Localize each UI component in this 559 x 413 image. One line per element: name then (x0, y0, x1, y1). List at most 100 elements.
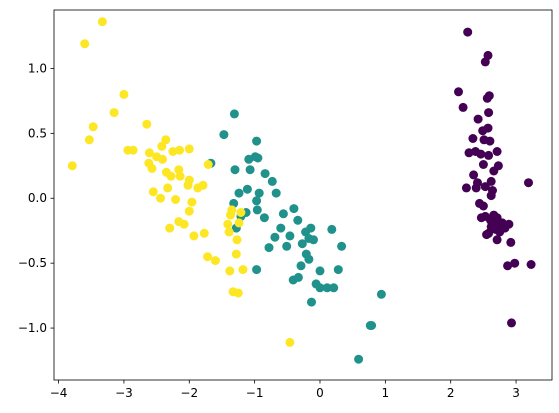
data-point (461, 183, 471, 193)
data-point (234, 218, 244, 228)
data-point (484, 150, 494, 160)
data-point (327, 224, 337, 234)
data-point (158, 154, 167, 164)
data-point (329, 283, 339, 293)
data-point (337, 241, 347, 251)
data-point (503, 261, 513, 271)
data-point (260, 169, 270, 179)
data-point (242, 184, 252, 194)
data-point (483, 123, 493, 133)
data-point (333, 265, 343, 275)
data-point (157, 141, 167, 151)
data-point (252, 205, 262, 215)
data-point (507, 318, 516, 328)
data-point (506, 237, 516, 247)
data-point (476, 149, 486, 159)
data-point (464, 148, 474, 158)
data-point (225, 266, 235, 276)
data-point (144, 148, 154, 158)
data-point (67, 161, 77, 171)
data-point (486, 191, 496, 201)
plot-background (54, 10, 552, 380)
data-point (171, 195, 181, 204)
data-point (226, 210, 235, 220)
x-tick-label: −3 (115, 386, 133, 400)
data-point (489, 166, 499, 176)
data-point (252, 265, 262, 275)
data-point (97, 17, 107, 27)
data-point (128, 145, 138, 155)
data-point (233, 288, 243, 298)
data-point (492, 235, 502, 245)
data-point (293, 215, 303, 225)
data-point (497, 222, 507, 232)
data-point (253, 153, 263, 163)
data-point (285, 337, 295, 347)
data-point (307, 297, 316, 307)
data-point (210, 256, 220, 266)
data-point (293, 272, 303, 282)
data-point (510, 258, 520, 268)
data-point (504, 219, 514, 229)
data-point (234, 188, 244, 198)
data-point (238, 265, 248, 275)
data-point (230, 165, 240, 175)
data-point (469, 170, 479, 180)
x-tick-label: 0 (316, 386, 324, 400)
data-point (203, 160, 213, 169)
y-tick-label: 0.0 (28, 191, 47, 205)
data-point (478, 201, 488, 211)
data-point (458, 102, 468, 112)
data-point (231, 249, 241, 259)
data-point (476, 213, 486, 223)
data-point (161, 135, 171, 145)
y-tick-label: −1.0 (18, 321, 47, 335)
data-point (480, 182, 490, 192)
x-tick-label: 1 (382, 386, 390, 400)
data-point (526, 260, 536, 269)
data-point (482, 93, 492, 103)
data-point (376, 289, 386, 299)
data-point (463, 27, 473, 37)
data-point (278, 209, 288, 219)
data-point (486, 176, 496, 186)
data-point (271, 188, 281, 198)
data-point (184, 144, 194, 154)
y-tick-label: 1.0 (28, 61, 47, 75)
data-point (473, 114, 483, 124)
plot-frame (53, 9, 553, 381)
data-point (304, 254, 314, 264)
data-point (485, 136, 495, 146)
x-axis-ticks: −4 −3 −2 −1 0 1 2 3 (50, 380, 520, 400)
data-point (270, 232, 280, 242)
data-point (267, 176, 277, 186)
data-point (254, 188, 264, 198)
data-point (309, 235, 318, 245)
data-point (147, 163, 157, 173)
data-point (223, 219, 233, 229)
data-point (478, 160, 488, 169)
data-point (187, 197, 197, 207)
data-point (252, 136, 262, 146)
data-point (142, 119, 152, 129)
data-point (236, 208, 246, 217)
data-point (245, 165, 255, 175)
data-point (276, 223, 286, 233)
data-point (365, 321, 375, 330)
data-point (184, 206, 194, 216)
data-point (482, 230, 492, 240)
x-tick-label: 3 (512, 386, 520, 400)
data-point (175, 171, 185, 181)
data-point (354, 354, 364, 364)
data-point (252, 196, 262, 206)
data-point (468, 134, 478, 143)
data-point (322, 283, 332, 293)
data-point (168, 147, 178, 156)
data-point (189, 231, 199, 241)
y-tick-label: 0.5 (28, 126, 47, 140)
data-point (165, 223, 175, 233)
data-point (109, 108, 119, 118)
x-tick-label: −1 (246, 386, 264, 400)
data-point (163, 183, 173, 193)
